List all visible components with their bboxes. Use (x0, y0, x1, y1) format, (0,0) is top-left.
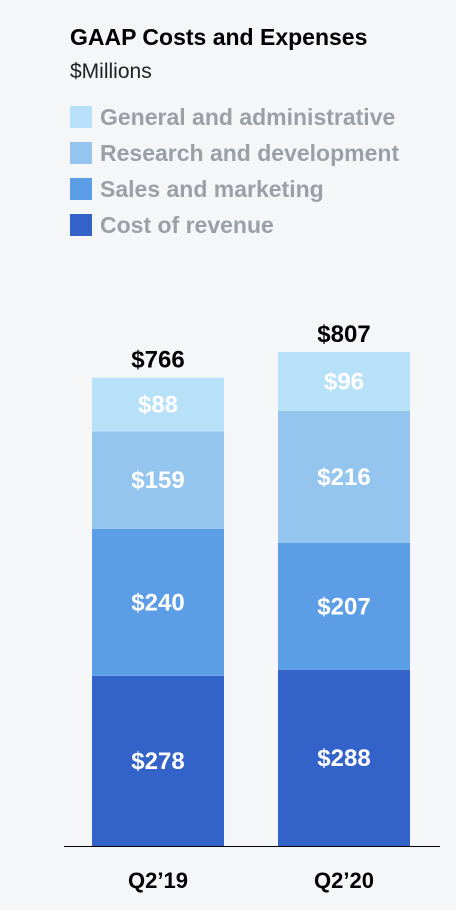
legend-swatch-cost-of-revenue (70, 214, 92, 236)
chart-title: GAAP Costs and Expenses (70, 24, 368, 50)
legend-item-sales-and-marketing: Sales and marketing (70, 171, 399, 207)
data-label-general-and-administrative-1: $88 (138, 392, 178, 419)
data-label-cost-of-revenue-1: $278 (131, 748, 184, 775)
data-label-sales-and-marketing-2: $207 (317, 593, 370, 620)
data-label-general-and-administrative-2: $96 (324, 368, 364, 395)
legend-swatch-research-and-development (70, 142, 92, 164)
data-label-sales-and-marketing-1: $240 (131, 589, 184, 616)
data-label-research-and-development-2: $216 (317, 464, 370, 491)
bar-segment-general-and-administrative-1 (92, 377, 224, 432)
total-label-1: $766 (131, 347, 184, 374)
total-label-2: $807 (317, 321, 370, 348)
bar-segment-sales-and-marketing-2 (278, 542, 410, 670)
x-tick-label-1: Q2’19 (128, 868, 188, 893)
legend-label-sales-and-marketing: Sales and marketing (100, 175, 324, 202)
legend-label-research-and-development: Research and development (100, 139, 400, 166)
legend-label-cost-of-revenue: Cost of revenue (100, 211, 274, 238)
legend-swatch-general-and-administrative (70, 106, 92, 128)
legend: General and administrative Research and … (70, 99, 399, 243)
legend-item-general-and-administrative: General and administrative (70, 99, 399, 135)
bar-segment-general-and-administrative-2 (278, 352, 410, 411)
x-tick-label-2: Q2’20 (314, 868, 374, 893)
legend-item-research-and-development: Research and development (70, 135, 399, 171)
data-label-cost-of-revenue-2: $288 (317, 745, 370, 772)
bar-segment-cost-of-revenue-1 (92, 675, 224, 846)
legend-label-general-and-administrative: General and administrative (100, 103, 396, 130)
bar-segment-sales-and-marketing-1 (92, 528, 224, 676)
bar-segment-cost-of-revenue-2 (278, 669, 410, 846)
bar-segment-research-and-development-2 (278, 410, 410, 543)
bar-segment-research-and-development-1 (92, 431, 224, 529)
legend-item-cost-of-revenue: Cost of revenue (70, 207, 399, 243)
data-label-research-and-development-1: $159 (131, 467, 184, 494)
chart-subtitle: $Millions (70, 60, 152, 83)
legend-swatch-sales-and-marketing (70, 178, 92, 200)
